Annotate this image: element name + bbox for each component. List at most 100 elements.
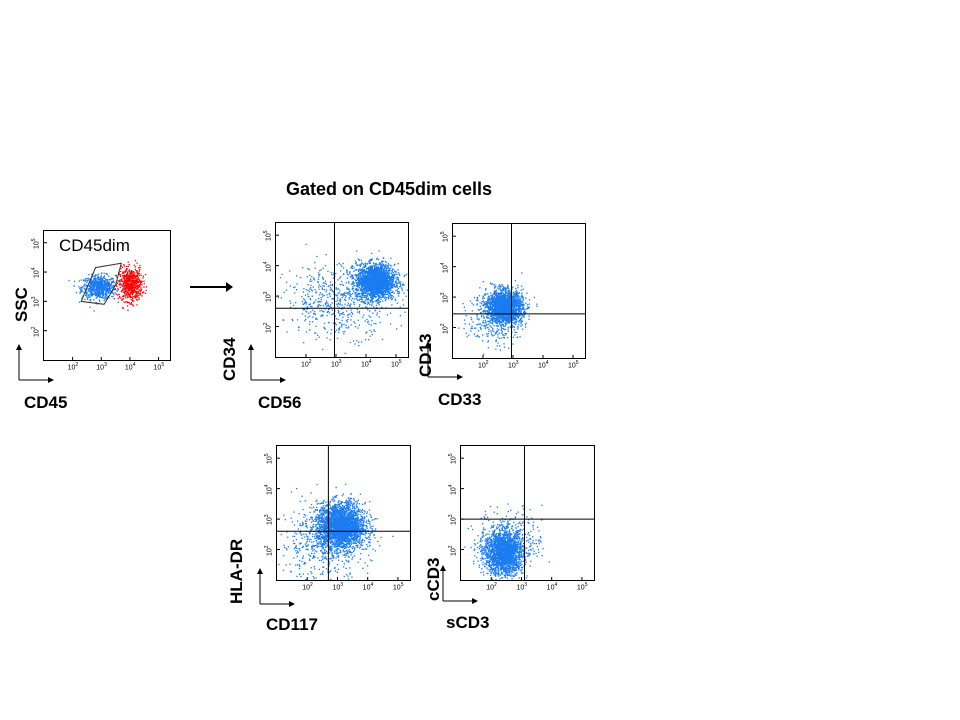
event-point: [136, 290, 138, 293]
event-point: [366, 278, 369, 280]
event-point: [331, 298, 333, 300]
event-point: [128, 279, 130, 281]
event-point: [309, 315, 311, 317]
event-point: [379, 278, 381, 281]
event-point: [139, 294, 141, 296]
event-point: [358, 277, 360, 279]
event-point: [403, 292, 405, 294]
event-point: [135, 276, 137, 278]
event-point: [351, 274, 353, 276]
event-point: [88, 294, 91, 296]
event-point: [359, 279, 361, 281]
event-point: [377, 282, 379, 284]
event-point: [318, 298, 320, 300]
event-point: [399, 284, 402, 286]
event-point: [321, 314, 324, 316]
event-point: [320, 304, 322, 307]
scatter-plot-cd33-cd13: [452, 223, 586, 359]
event-point: [379, 286, 381, 288]
event-point: [394, 263, 396, 265]
event-point: [102, 287, 105, 289]
event-point: [383, 271, 385, 274]
event-point: [80, 289, 82, 292]
event-point: [387, 290, 389, 292]
event-point: [322, 267, 324, 269]
event-point: [369, 316, 372, 318]
event-point: [100, 275, 102, 277]
event-point: [106, 285, 109, 287]
event-point: [134, 291, 136, 293]
event-point: [390, 272, 392, 275]
event-point: [125, 290, 127, 292]
event-point: [375, 289, 378, 291]
event-point: [354, 326, 357, 328]
event-point: [129, 272, 132, 274]
event-point: [98, 299, 100, 301]
event-point: [362, 301, 364, 303]
event-point: [336, 299, 339, 301]
event-point: [329, 287, 332, 289]
event-point: [378, 269, 381, 272]
event-point: [326, 315, 328, 317]
event-point: [375, 287, 377, 289]
event-point: [130, 303, 132, 305]
event-point: [368, 272, 370, 274]
event-point: [282, 319, 285, 321]
event-point: [86, 292, 88, 294]
event-point: [119, 286, 121, 289]
event-point: [135, 293, 137, 296]
event-point: [301, 313, 304, 315]
event-point: [89, 296, 91, 298]
event-point: [395, 273, 397, 275]
event-point: [134, 275, 136, 278]
event-point: [129, 274, 131, 276]
event-point: [365, 279, 367, 281]
event-point: [98, 295, 100, 297]
event-point: [123, 281, 126, 283]
event-point: [119, 281, 121, 283]
event-point: [346, 271, 348, 273]
event-point: [137, 278, 140, 280]
event-point: [390, 279, 392, 281]
event-point: [388, 287, 390, 290]
event-point: [134, 289, 136, 292]
event-point: [491, 302, 493, 305]
event-point: [388, 270, 390, 272]
event-point: [135, 287, 137, 289]
event-point: [98, 284, 101, 286]
event-point: [106, 281, 108, 283]
event-point: [386, 285, 389, 287]
event-point: [379, 272, 382, 274]
event-point: [83, 280, 86, 282]
event-point: [387, 264, 390, 266]
event-point: [395, 270, 397, 272]
event-point: [110, 290, 112, 292]
event-point: [376, 302, 378, 304]
event-point: [330, 304, 332, 306]
event-point: [295, 289, 298, 291]
event-point: [351, 277, 354, 279]
event-point: [335, 287, 337, 289]
event-point: [361, 284, 364, 287]
event-point: [126, 269, 128, 271]
event-point: [81, 297, 83, 299]
event-point: [403, 275, 405, 277]
event-point: [129, 283, 131, 285]
event-point: [354, 293, 356, 295]
event-point: [128, 301, 130, 304]
event-point: [87, 298, 89, 300]
event-point: [358, 345, 360, 347]
event-point: [500, 322, 502, 324]
event-point: [135, 280, 137, 282]
event-point: [120, 297, 122, 299]
event-point: [304, 300, 307, 302]
event-point: [392, 278, 394, 280]
event-point: [375, 267, 378, 270]
event-point: [93, 286, 95, 289]
event-point: [100, 277, 102, 279]
event-point: [382, 280, 384, 282]
event-point: [368, 278, 370, 280]
event-point: [365, 292, 367, 295]
event-point: [341, 326, 343, 328]
event-point: [369, 262, 372, 264]
